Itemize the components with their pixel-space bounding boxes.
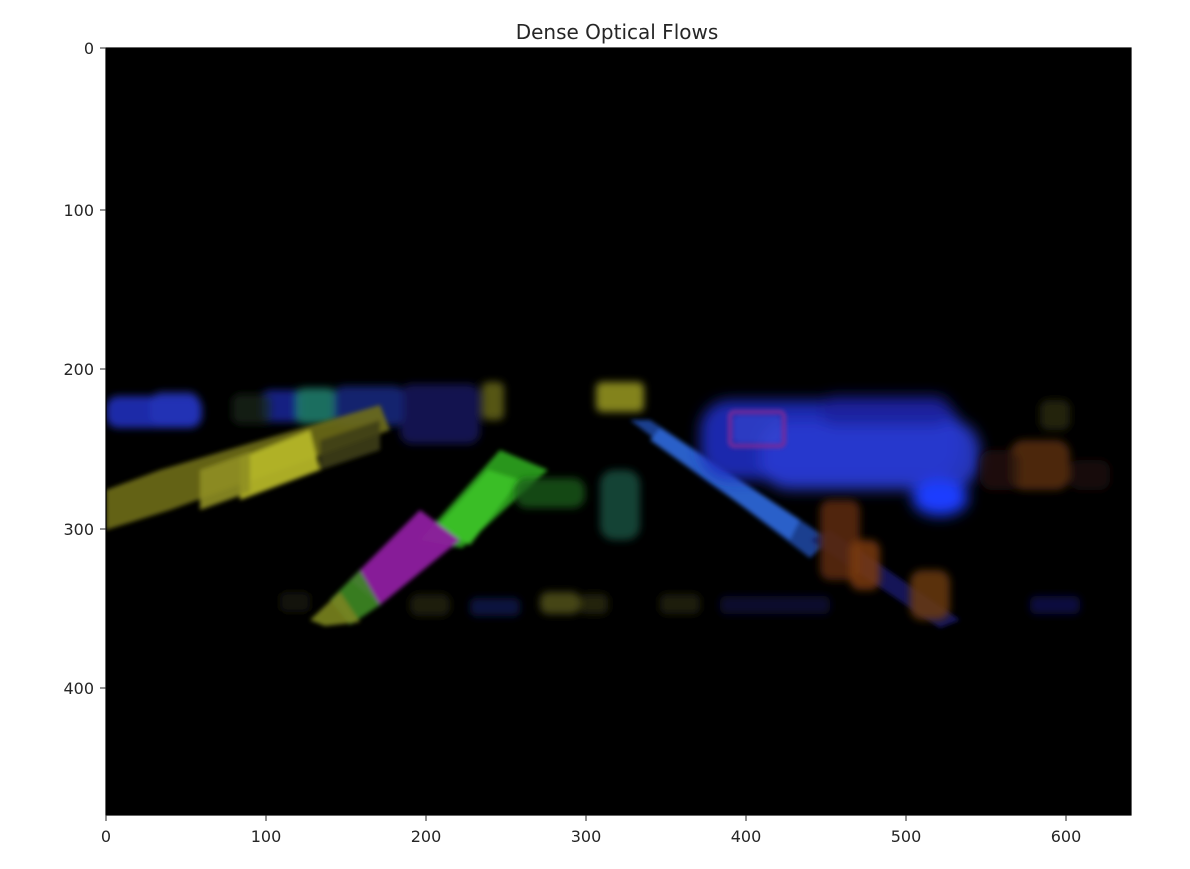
y-tick-label: 300	[63, 520, 94, 539]
plot-frame	[105, 47, 1132, 816]
x-tick-label: 500	[891, 827, 922, 846]
optical-flow-image	[106, 48, 1131, 815]
y-tick-label: 400	[63, 679, 94, 698]
flow-region-magenta-box	[728, 410, 786, 448]
x-tick-label: 600	[1051, 827, 1082, 846]
flow-region-green-purple-stripe	[310, 450, 548, 626]
x-tick-label: 300	[571, 827, 602, 846]
flow-region-center-faint	[280, 470, 1080, 616]
x-tick-label: 0	[101, 827, 111, 846]
x-tick-label: 200	[411, 827, 442, 846]
y-axis: 0 100 200 300 400	[63, 39, 106, 698]
y-tick-label: 0	[84, 39, 94, 58]
y-tick-label: 200	[63, 360, 94, 379]
flow-region-right-orange	[820, 400, 1110, 620]
flow-region-yellow-stripe	[106, 405, 390, 530]
y-tick-label: 100	[63, 201, 94, 220]
flow-region-left-blue	[106, 392, 202, 428]
figure-title: Dense Optical Flows	[516, 20, 719, 44]
x-tick-label: 400	[731, 827, 762, 846]
image-background	[106, 48, 1131, 815]
x-axis: 0 100 200 300 400 500 600	[101, 815, 1081, 846]
x-tick-label: 100	[251, 827, 282, 846]
